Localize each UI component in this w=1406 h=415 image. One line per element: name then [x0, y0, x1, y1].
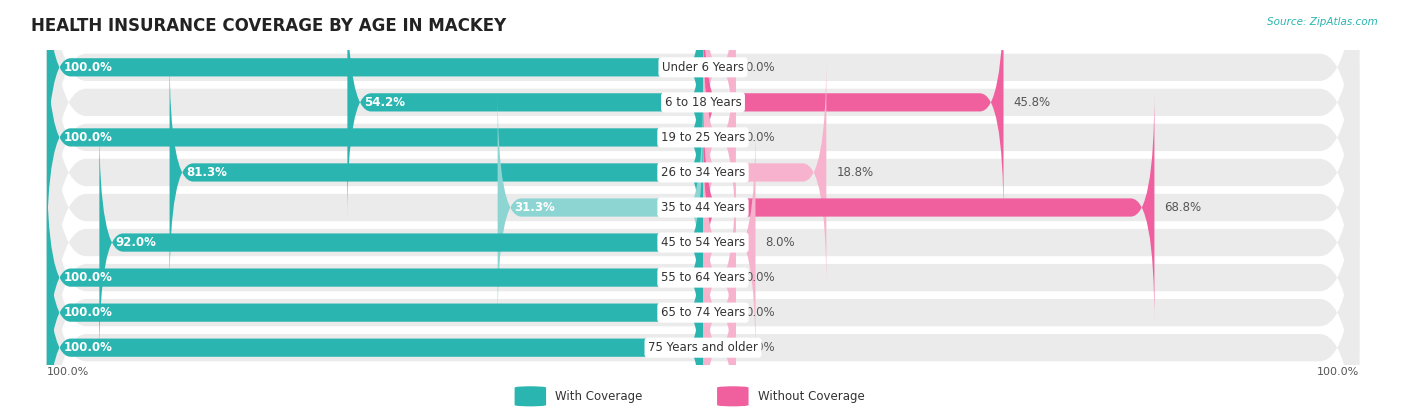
FancyBboxPatch shape — [347, 0, 703, 220]
FancyBboxPatch shape — [703, 125, 755, 359]
Text: 0.0%: 0.0% — [745, 271, 775, 284]
FancyBboxPatch shape — [46, 116, 1360, 415]
Text: 0.0%: 0.0% — [745, 306, 775, 319]
FancyBboxPatch shape — [46, 0, 1360, 264]
Text: 55 to 64 Years: 55 to 64 Years — [661, 271, 745, 284]
FancyBboxPatch shape — [46, 20, 703, 254]
Text: 100.0%: 100.0% — [63, 306, 112, 319]
Text: HEALTH INSURANCE COVERAGE BY AGE IN MACKEY: HEALTH INSURANCE COVERAGE BY AGE IN MACK… — [31, 17, 506, 34]
Text: Without Coverage: Without Coverage — [758, 390, 865, 403]
Text: 31.3%: 31.3% — [515, 201, 555, 214]
FancyBboxPatch shape — [498, 90, 703, 325]
Text: 45 to 54 Years: 45 to 54 Years — [661, 236, 745, 249]
Text: 0.0%: 0.0% — [745, 131, 775, 144]
Text: With Coverage: With Coverage — [555, 390, 643, 403]
Text: 26 to 34 Years: 26 to 34 Years — [661, 166, 745, 179]
Text: 92.0%: 92.0% — [115, 236, 156, 249]
FancyBboxPatch shape — [46, 195, 703, 415]
Text: 100.0%: 100.0% — [46, 367, 89, 377]
FancyBboxPatch shape — [703, 231, 735, 415]
FancyBboxPatch shape — [46, 0, 1360, 334]
Text: 81.3%: 81.3% — [186, 166, 226, 179]
Text: 75 Years and older: 75 Years and older — [648, 341, 758, 354]
FancyBboxPatch shape — [515, 386, 546, 407]
Text: 100.0%: 100.0% — [63, 341, 112, 354]
FancyBboxPatch shape — [46, 46, 1360, 415]
Text: 8.0%: 8.0% — [765, 236, 794, 249]
FancyBboxPatch shape — [46, 0, 1360, 369]
FancyBboxPatch shape — [703, 20, 735, 254]
FancyBboxPatch shape — [717, 386, 748, 407]
Text: Source: ZipAtlas.com: Source: ZipAtlas.com — [1267, 17, 1378, 27]
FancyBboxPatch shape — [46, 151, 1360, 415]
FancyBboxPatch shape — [703, 0, 735, 184]
Text: 100.0%: 100.0% — [1317, 367, 1360, 377]
Text: 6 to 18 Years: 6 to 18 Years — [665, 96, 741, 109]
FancyBboxPatch shape — [46, 81, 1360, 415]
FancyBboxPatch shape — [170, 56, 703, 290]
FancyBboxPatch shape — [703, 56, 827, 290]
Text: 0.0%: 0.0% — [745, 61, 775, 74]
Text: 0.0%: 0.0% — [745, 341, 775, 354]
Text: 18.8%: 18.8% — [837, 166, 873, 179]
Text: 35 to 44 Years: 35 to 44 Years — [661, 201, 745, 214]
FancyBboxPatch shape — [703, 90, 1154, 325]
Text: 100.0%: 100.0% — [63, 131, 112, 144]
FancyBboxPatch shape — [703, 195, 735, 415]
Text: 100.0%: 100.0% — [63, 61, 112, 74]
Text: 54.2%: 54.2% — [364, 96, 405, 109]
FancyBboxPatch shape — [46, 0, 1360, 299]
FancyBboxPatch shape — [46, 161, 703, 395]
FancyBboxPatch shape — [703, 0, 1004, 220]
Text: 65 to 74 Years: 65 to 74 Years — [661, 306, 745, 319]
Text: 45.8%: 45.8% — [1014, 96, 1050, 109]
Text: Under 6 Years: Under 6 Years — [662, 61, 744, 74]
Text: 19 to 25 Years: 19 to 25 Years — [661, 131, 745, 144]
Text: 100.0%: 100.0% — [63, 271, 112, 284]
FancyBboxPatch shape — [703, 161, 735, 395]
FancyBboxPatch shape — [46, 11, 1360, 404]
FancyBboxPatch shape — [100, 125, 703, 359]
Text: 68.8%: 68.8% — [1164, 201, 1201, 214]
FancyBboxPatch shape — [46, 231, 703, 415]
FancyBboxPatch shape — [46, 0, 703, 184]
